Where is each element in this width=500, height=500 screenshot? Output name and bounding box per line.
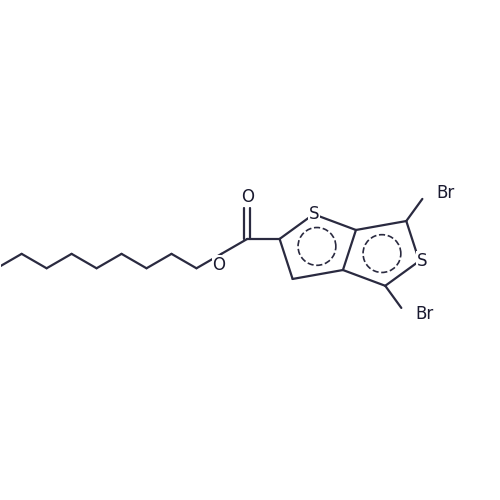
Text: S: S [416,252,427,270]
Text: Br: Br [436,184,454,202]
Text: O: O [241,188,254,206]
Text: O: O [212,256,226,274]
Text: S: S [308,205,319,223]
Text: Br: Br [415,305,434,323]
